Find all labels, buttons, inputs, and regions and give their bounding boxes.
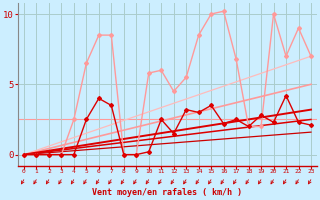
- X-axis label: Vent moyen/en rafales ( km/h ): Vent moyen/en rafales ( km/h ): [92, 188, 243, 197]
